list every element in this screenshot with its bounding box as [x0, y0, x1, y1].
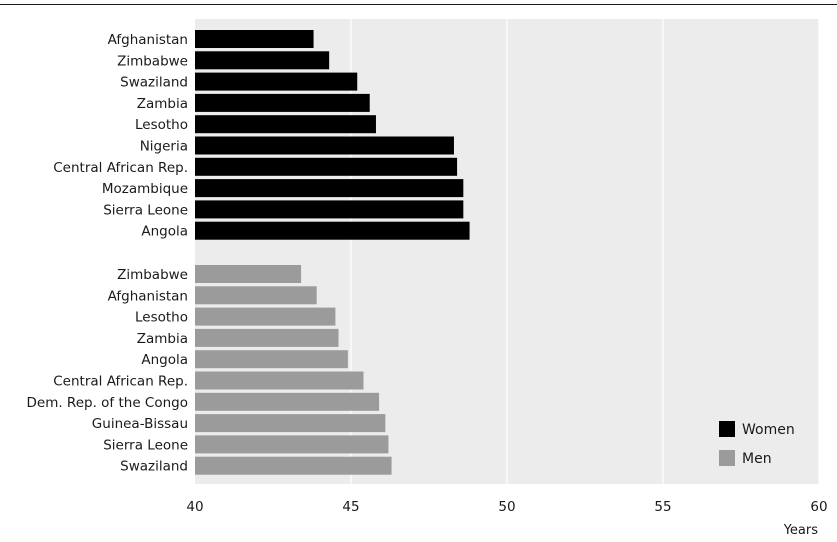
legend-label-men: Men [742, 451, 772, 467]
bar-men-8 [195, 435, 389, 454]
category-label-women-4: Lesotho [135, 117, 188, 133]
category-labels: Afghanistan Zimbabwe Swaziland Zambia Lesoth… [27, 32, 189, 475]
category-label-men-5: Central African Rep. [53, 374, 188, 390]
bar-women-4 [195, 115, 376, 134]
bars [195, 30, 470, 475]
bar-women-7 [195, 179, 464, 198]
category-label-women-6: Central African Rep. [53, 160, 188, 176]
x-tick-label-0: 40 [186, 499, 203, 515]
category-label-men-9: Swaziland [120, 459, 188, 475]
bar-men-9 [195, 456, 392, 475]
category-label-men-2: Lesotho [135, 310, 188, 326]
category-label-women-2: Swaziland [120, 75, 188, 91]
x-axis-label: Years [783, 523, 819, 538]
bar-women-9 [195, 221, 470, 240]
bar-men-7 [195, 414, 386, 433]
bar-women-0 [195, 30, 314, 48]
category-label-men-8: Sierra Leone [103, 437, 188, 453]
bar-women-8 [195, 200, 464, 219]
category-label-men-1: Afghanistan [108, 288, 188, 304]
category-label-women-1: Zimbabwe [117, 53, 188, 69]
bar-women-2 [195, 72, 358, 91]
bar-men-2 [195, 307, 336, 326]
bar-men-4 [195, 350, 348, 369]
category-label-men-3: Zambia [137, 331, 188, 347]
bar-men-0 [195, 265, 302, 283]
bar-women-1 [195, 51, 330, 70]
category-label-women-0: Afghanistan [108, 32, 188, 48]
category-label-women-5: Nigeria [140, 139, 188, 155]
legend: Women Men [719, 421, 795, 467]
legend-swatch-women [719, 421, 735, 437]
bar-women-6 [195, 157, 458, 176]
category-label-men-4: Angola [141, 352, 188, 368]
category-label-men-0: Zimbabwe [117, 267, 188, 283]
category-label-women-8: Sierra Leone [103, 202, 188, 218]
legend-label-women: Women [742, 422, 795, 438]
bar-men-3 [195, 328, 339, 347]
bar-men-1 [195, 286, 317, 305]
category-label-men-7: Guinea-Bissau [92, 416, 188, 432]
x-tick-label-1: 45 [342, 499, 359, 515]
x-tick-label-2: 50 [498, 499, 515, 515]
category-label-women-3: Zambia [137, 96, 188, 112]
bar-women-3 [195, 93, 370, 112]
bar-women-5 [195, 136, 454, 155]
category-label-women-9: Angola [141, 224, 188, 240]
category-label-women-7: Mozambique [102, 181, 188, 197]
category-label-men-6: Dem. Rep. of the Congo [27, 395, 189, 411]
x-tick-label-4: 60 [810, 499, 827, 515]
x-axis: 40 45 50 55 60 [186, 499, 827, 515]
x-tick-label-3: 55 [654, 499, 671, 515]
bar-men-6 [195, 392, 380, 411]
bar-men-5 [195, 371, 364, 390]
legend-swatch-men [719, 450, 735, 466]
